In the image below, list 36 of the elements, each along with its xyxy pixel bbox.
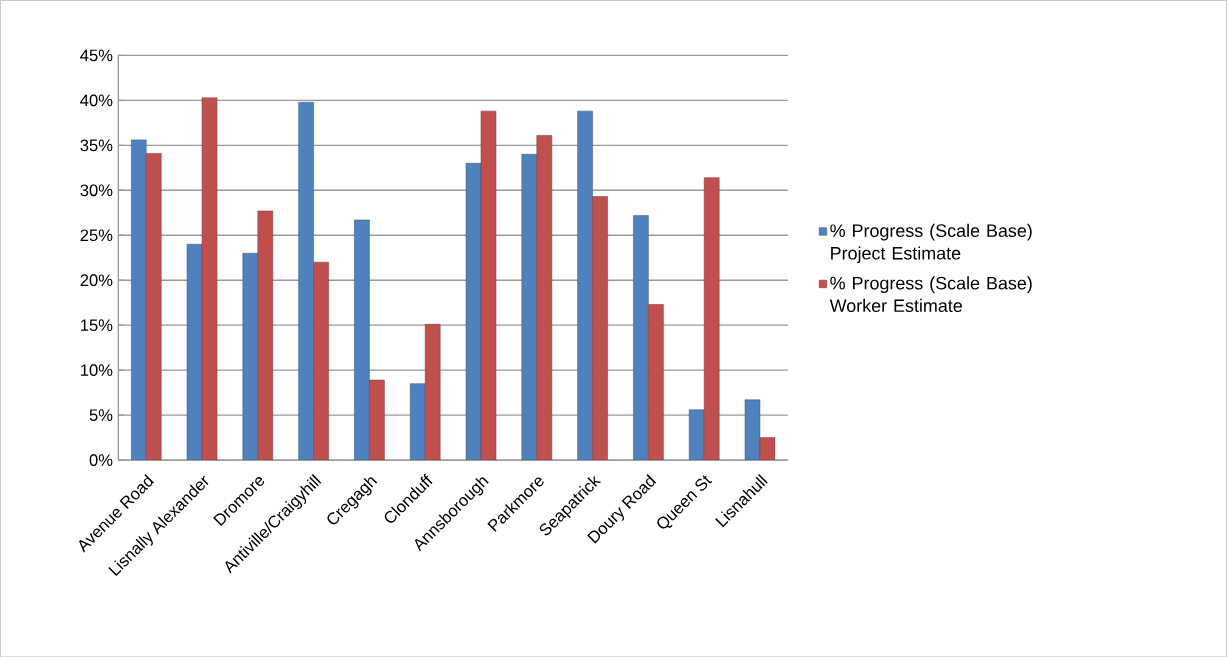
bar	[201, 97, 218, 460]
bar	[465, 162, 482, 460]
bar	[145, 152, 162, 460]
bar	[186, 243, 203, 460]
bar	[648, 304, 664, 460]
bar	[354, 219, 370, 460]
y-tick-label: 0%	[89, 454, 113, 466]
bar	[257, 210, 274, 460]
y-tick-label: 5%	[89, 409, 113, 421]
y-tick-label: 15%	[81, 319, 113, 331]
bar	[703, 177, 720, 460]
y-tick-label: 10%	[81, 364, 113, 376]
legend-label: % Progress (Scale Base) Project Estimate	[830, 223, 1032, 263]
bar	[409, 383, 426, 460]
bar	[313, 261, 329, 460]
y-tick-label: 25%	[80, 229, 113, 241]
bar	[369, 379, 385, 460]
legend-label: % Progress (Scale Base) Worker Estimate	[829, 276, 1032, 312]
bar	[592, 196, 608, 460]
y-tick-label: 45%	[80, 49, 113, 62]
bar	[633, 215, 649, 460]
y-tick-label: 40%	[80, 94, 113, 107]
bar	[759, 437, 776, 460]
y-tick-label: 35%	[80, 139, 113, 152]
bar	[744, 399, 761, 460]
bar	[577, 110, 593, 460]
bar	[242, 252, 259, 460]
y-tick-label: 20%	[80, 274, 113, 286]
bar	[130, 139, 147, 460]
bar	[424, 323, 441, 460]
y-tick-label: 30%	[80, 184, 113, 196]
bar	[521, 153, 538, 460]
bar	[298, 101, 314, 460]
bar	[480, 110, 497, 460]
bar	[688, 409, 705, 460]
bar	[536, 134, 553, 460]
